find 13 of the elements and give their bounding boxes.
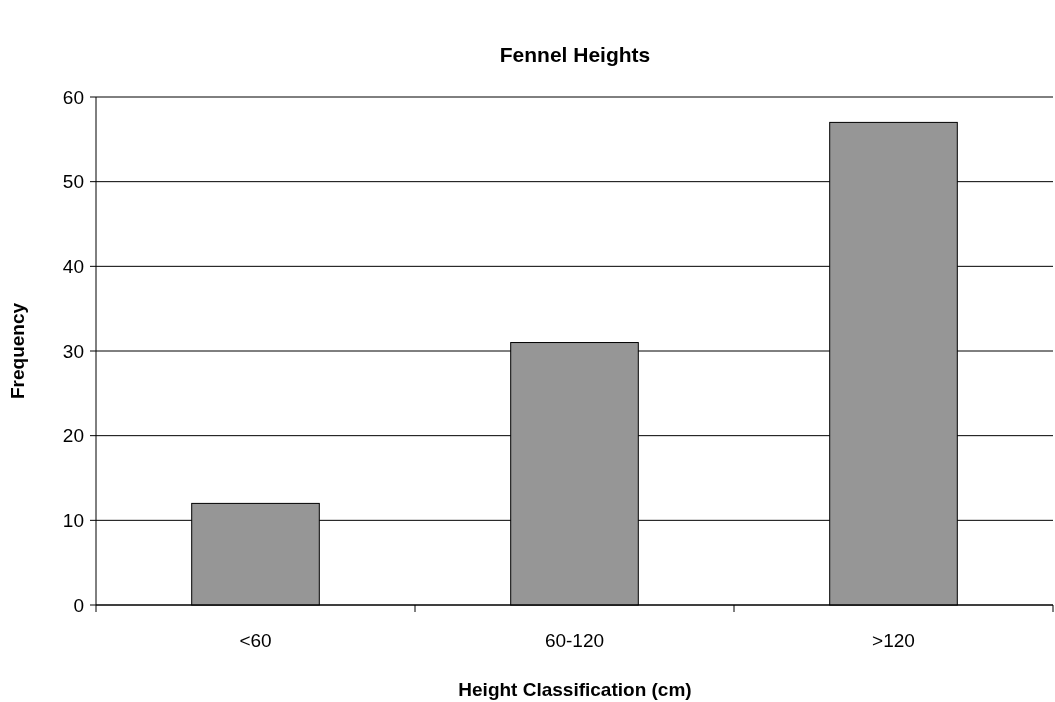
y-tick-label: 40 xyxy=(62,255,84,277)
y-tick-label: 30 xyxy=(62,340,84,362)
x-tick-label: >120 xyxy=(872,630,915,651)
y-tick-label: 10 xyxy=(62,509,84,531)
y-tick-label: 50 xyxy=(62,171,84,193)
y-axis-title: Frequency xyxy=(7,302,28,400)
y-tick-label: 20 xyxy=(62,425,84,447)
y-tick-label: 60 xyxy=(62,86,84,108)
chart-title: Fennel Heights xyxy=(499,43,651,66)
x-tick-label: 60-120 xyxy=(544,630,605,651)
x-tick-label: <60 xyxy=(239,630,272,651)
y-tick-label: 0 xyxy=(73,594,84,616)
x-axis-title: Height Classification (cm) xyxy=(458,679,692,700)
